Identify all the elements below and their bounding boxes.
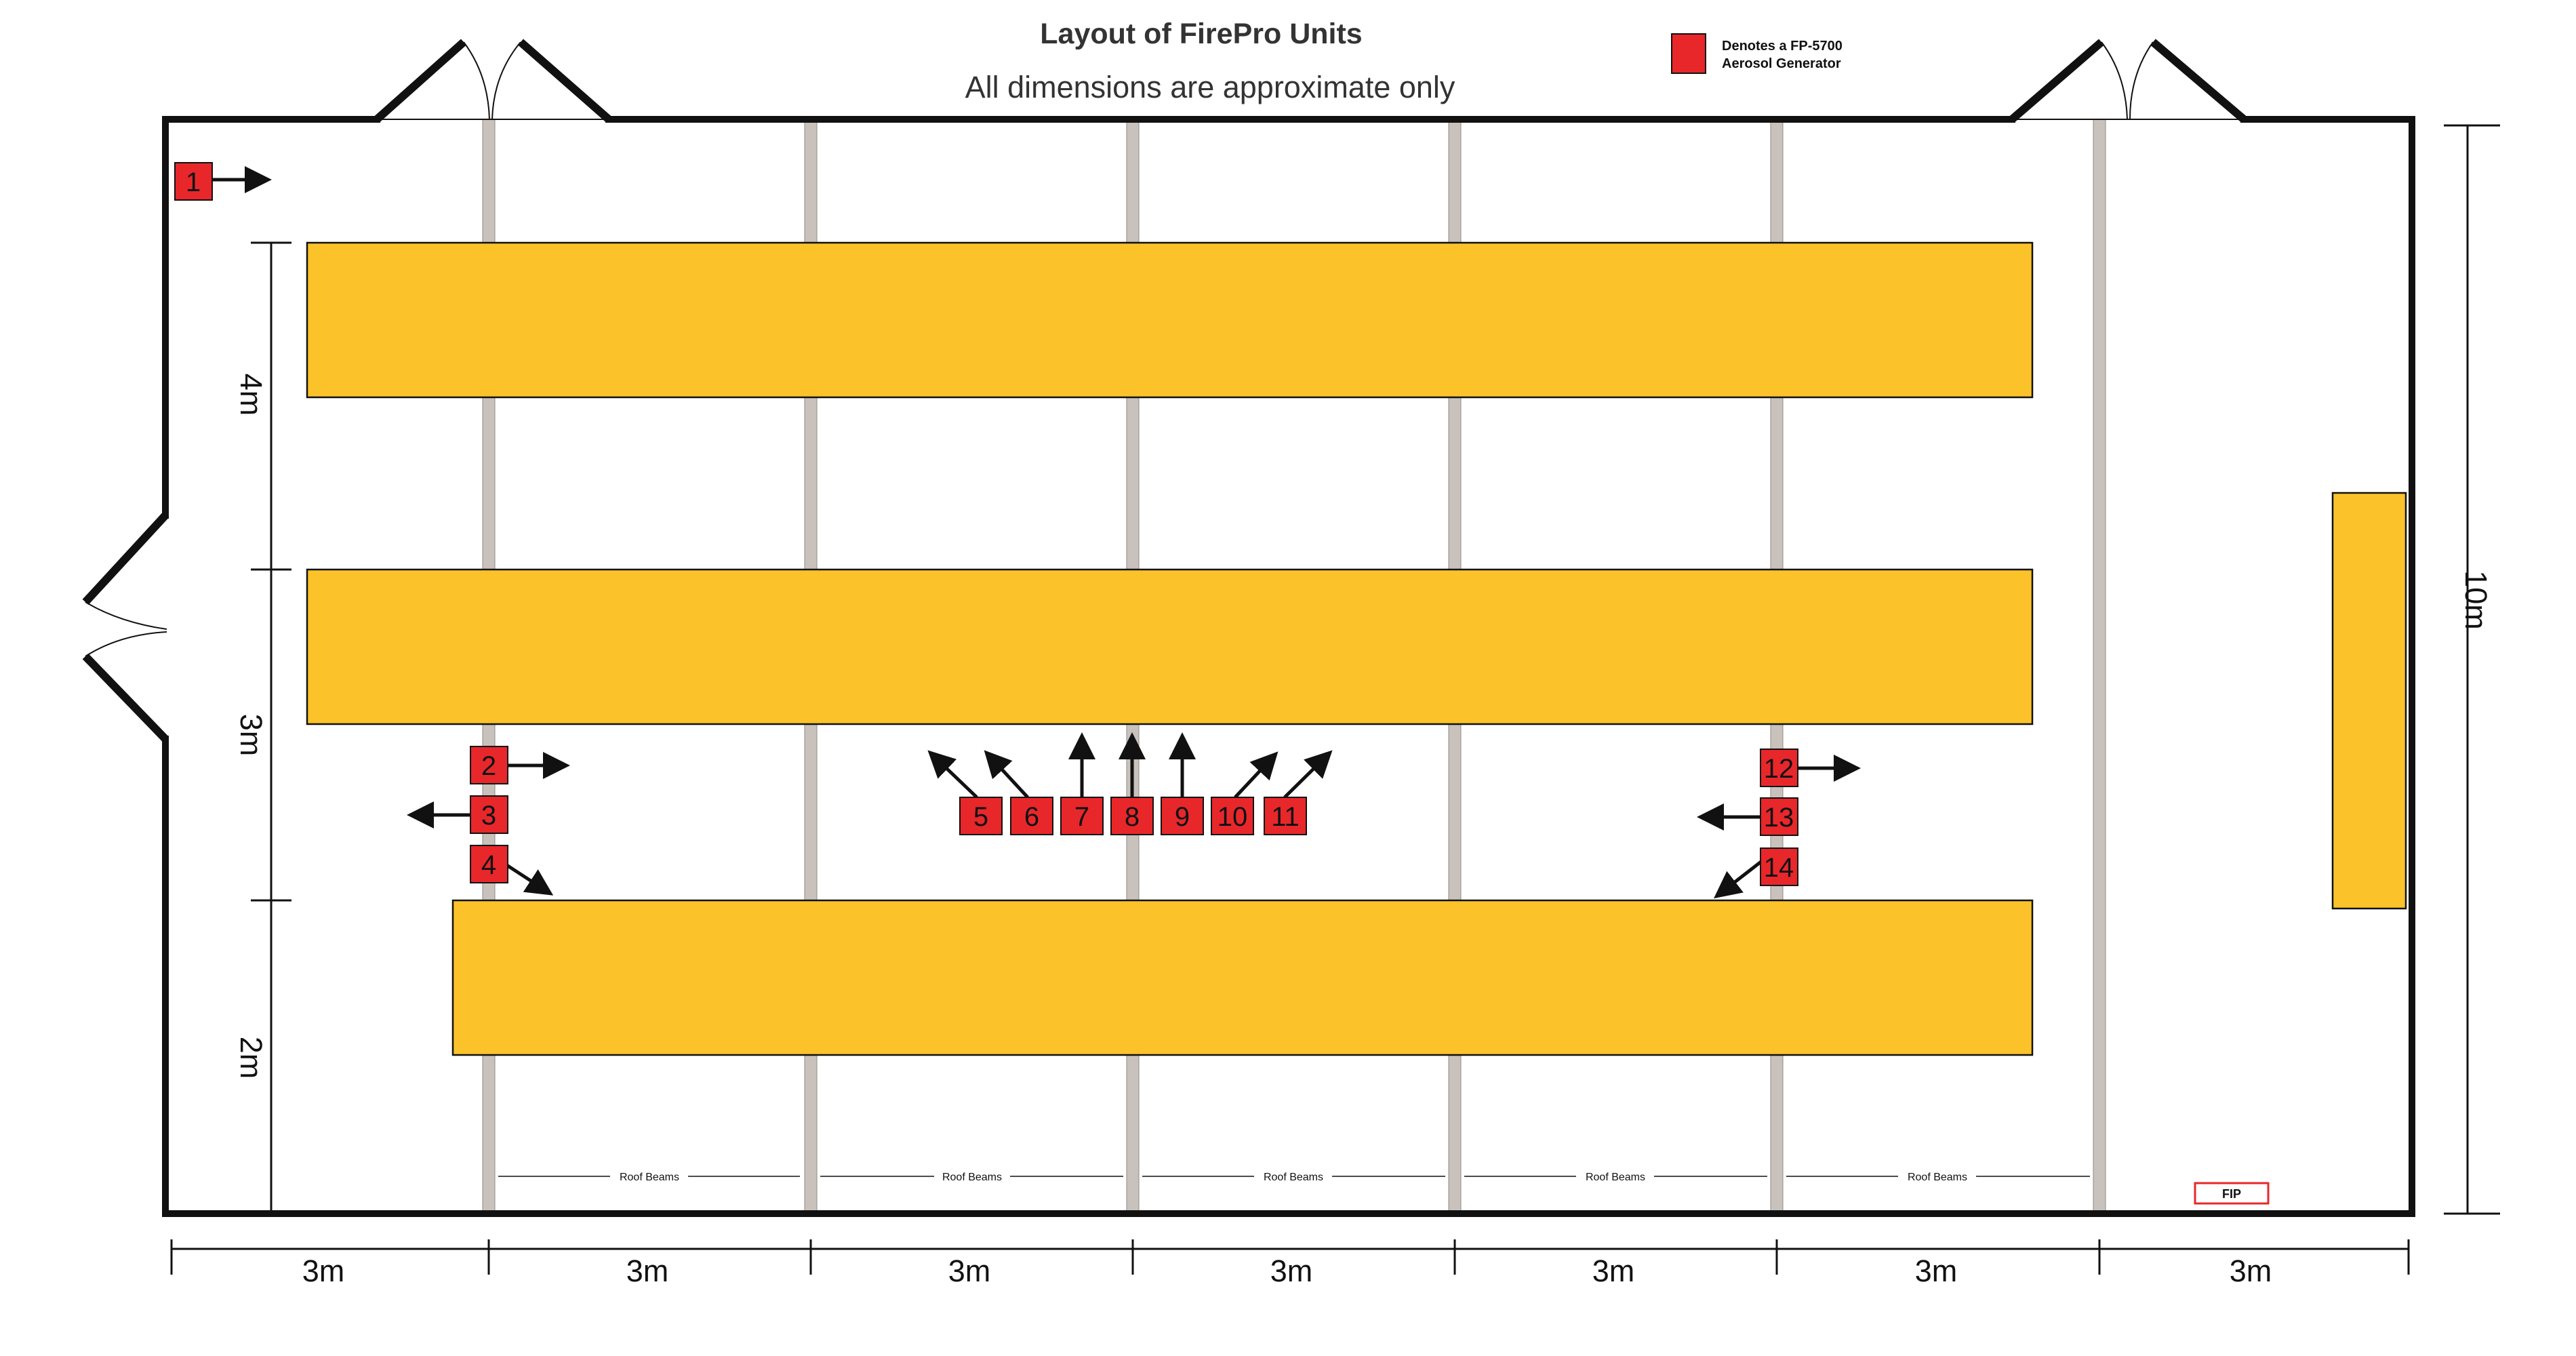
right-dimension bbox=[2444, 124, 2500, 1215]
unit-label: 3 bbox=[481, 801, 496, 831]
building-walls bbox=[162, 116, 2415, 1217]
unit-box bbox=[1760, 749, 1798, 787]
unit-label: 6 bbox=[1024, 802, 1039, 832]
unit-box bbox=[1211, 797, 1254, 835]
firepro-unit[interactable]: 7 bbox=[1060, 732, 1104, 835]
legend: Denotes a FP-5700 Aerosol Generator bbox=[1671, 33, 1843, 74]
unit-box bbox=[470, 845, 508, 883]
shelf-right-wall bbox=[2331, 492, 2407, 910]
dim-bottom-6: 3m bbox=[1915, 1254, 1958, 1288]
dim-right: 10m bbox=[2459, 570, 2493, 630]
firepro-unit[interactable]: 12 bbox=[1760, 749, 1861, 787]
unit-box bbox=[1161, 797, 1204, 835]
unit-box bbox=[470, 746, 508, 784]
dim-left-1: 4m bbox=[234, 374, 268, 416]
firepro-unit[interactable]: 10 bbox=[1211, 751, 1279, 835]
unit-label: 13 bbox=[1764, 803, 1794, 833]
unit-label: 11 bbox=[1271, 802, 1300, 832]
door-left bbox=[82, 512, 169, 742]
diagram-title: Layout of FirePro Units bbox=[1040, 18, 1362, 50]
roof-beam bbox=[2093, 119, 2106, 1214]
roof-beam-label: Roof Beams bbox=[1264, 1172, 1323, 1183]
unit-label: 4 bbox=[481, 850, 496, 880]
unit-label: 8 bbox=[1125, 802, 1140, 832]
diagram-subtitle: All dimensions are approximate only bbox=[965, 70, 1455, 104]
dim-left-3: 2m bbox=[234, 1037, 268, 1079]
firepro-unit[interactable]: 14 bbox=[1714, 848, 1798, 899]
firepro-unit[interactable]: 3 bbox=[407, 795, 508, 834]
doors bbox=[82, 39, 2247, 742]
roof-beam-label: Roof Beams bbox=[1586, 1172, 1645, 1183]
firepro-unit[interactable]: 1 bbox=[174, 162, 272, 201]
left-dimension bbox=[251, 241, 291, 1214]
legend-line1: Denotes a FP-5700 bbox=[1722, 39, 1843, 54]
dim-bottom-1: 3m bbox=[302, 1254, 345, 1288]
unit-label: 9 bbox=[1175, 802, 1190, 832]
unit-label: 2 bbox=[481, 751, 496, 781]
unit-label: 10 bbox=[1217, 802, 1248, 832]
firepro-unit[interactable]: 11 bbox=[1264, 750, 1333, 835]
dim-bottom-7: 3m bbox=[2230, 1254, 2272, 1288]
firepro-unit[interactable]: 5 bbox=[927, 750, 1003, 835]
bottom-dimension bbox=[170, 1239, 2410, 1275]
dim-bottom-5: 3m bbox=[1592, 1254, 1635, 1288]
unit-label: 7 bbox=[1074, 802, 1089, 832]
roof-beam-label: Roof Beams bbox=[620, 1172, 679, 1183]
unit-box bbox=[174, 162, 213, 201]
dim-left-2: 3m bbox=[234, 714, 268, 757]
door-top-left bbox=[374, 39, 611, 123]
firepro-unit[interactable]: 8 bbox=[1110, 732, 1154, 835]
unit-label: 12 bbox=[1764, 754, 1794, 784]
unit-box bbox=[1060, 797, 1104, 835]
unit-box bbox=[470, 795, 508, 834]
firepro-unit[interactable]: 2 bbox=[470, 746, 570, 784]
shelving bbox=[306, 241, 2407, 1056]
door-top-right bbox=[2009, 39, 2247, 123]
dim-bottom-4: 3m bbox=[1270, 1254, 1313, 1288]
firepro-unit[interactable]: 4 bbox=[470, 845, 554, 896]
roof-beam-label: Roof Beams bbox=[942, 1172, 1002, 1183]
shelf-row-bottom bbox=[451, 899, 2034, 1056]
legend-line2: Aerosol Generator bbox=[1722, 56, 1841, 71]
shelf-row-middle bbox=[306, 568, 2034, 725]
unit-label: 14 bbox=[1764, 853, 1794, 883]
fip-label: FIP bbox=[2222, 1187, 2241, 1201]
dim-bottom-2: 3m bbox=[626, 1254, 669, 1288]
firepro-unit[interactable]: 9 bbox=[1161, 732, 1204, 835]
unit-label: 1 bbox=[186, 167, 201, 197]
unit-box bbox=[1110, 797, 1154, 835]
unit-box bbox=[1010, 797, 1053, 835]
firepro-units: 1 2 3 4 5 6 bbox=[174, 162, 1861, 899]
legend-swatch bbox=[1671, 33, 1706, 74]
dim-bottom-3: 3m bbox=[948, 1254, 991, 1288]
fip-panel: FIP bbox=[2194, 1182, 2270, 1205]
shelf-row-top bbox=[306, 241, 2034, 399]
unit-box bbox=[959, 797, 1003, 835]
roof-beam-label: Roof Beams bbox=[1908, 1172, 1967, 1183]
firepro-unit[interactable]: 13 bbox=[1697, 797, 1798, 836]
unit-label: 5 bbox=[973, 802, 988, 832]
firepro-unit[interactable]: 6 bbox=[984, 750, 1053, 835]
unit-box bbox=[1264, 797, 1307, 835]
unit-box bbox=[1760, 797, 1798, 836]
unit-box bbox=[1760, 848, 1798, 886]
